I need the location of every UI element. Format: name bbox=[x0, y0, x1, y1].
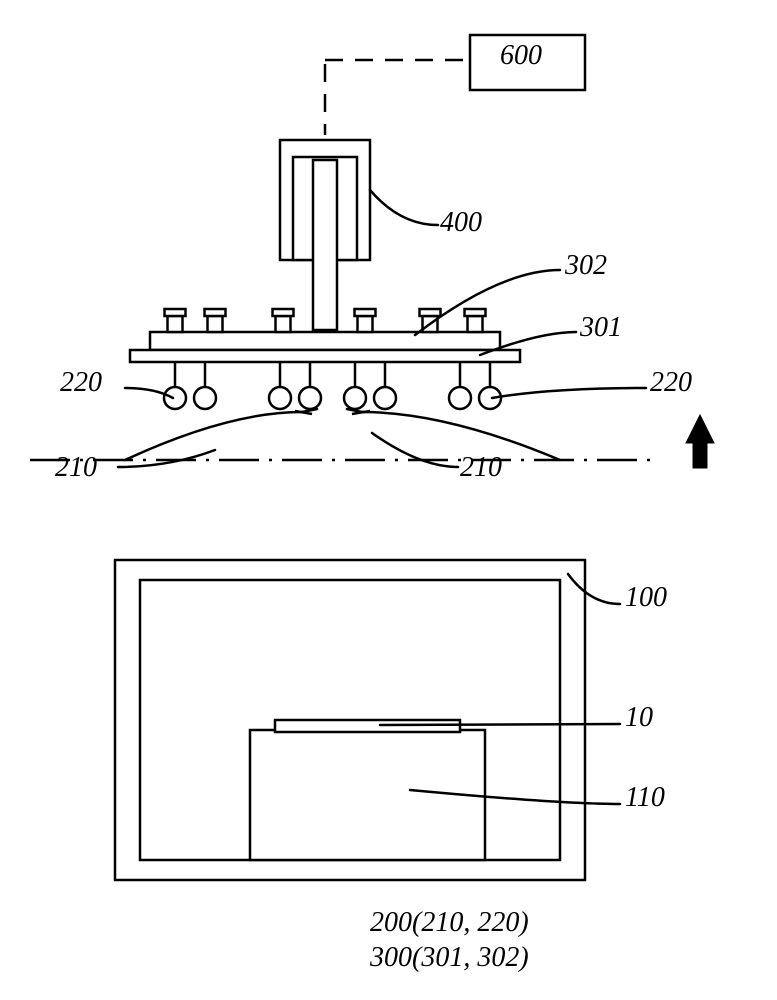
label-400: 400 bbox=[440, 207, 482, 239]
label-10: 10 bbox=[625, 702, 653, 734]
summary-200: 200(210, 220) bbox=[370, 907, 529, 939]
label-210-right: 210 bbox=[460, 452, 502, 484]
summary-300: 300(301, 302) bbox=[370, 942, 529, 974]
label-301: 301 bbox=[580, 312, 622, 344]
label-210-left: 210 bbox=[55, 452, 97, 484]
label-302: 302 bbox=[565, 250, 607, 282]
label-110: 110 bbox=[625, 782, 665, 814]
label-100: 100 bbox=[625, 582, 667, 614]
label-600: 600 bbox=[500, 40, 542, 72]
diagram-svg bbox=[0, 0, 777, 1000]
label-220-right: 220 bbox=[650, 367, 692, 399]
label-220-left: 220 bbox=[60, 367, 102, 399]
